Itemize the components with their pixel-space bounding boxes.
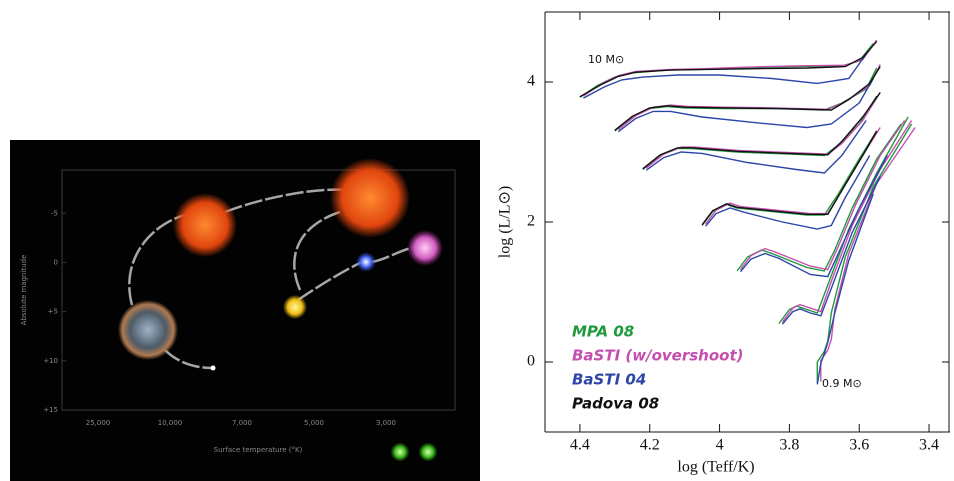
y-tick-label: 2 [527, 213, 535, 230]
track-line [643, 93, 880, 169]
red-giant [173, 193, 237, 257]
x-tick-label: 3.8 [779, 437, 799, 454]
y-tick-label: +5 [48, 308, 58, 316]
legend-label: MPA 08 [572, 323, 634, 341]
x-tick-label: 10,000 [158, 419, 183, 427]
y-tick-label: +15 [43, 406, 58, 414]
legend-label: Padova 08 [572, 395, 659, 413]
annotation: 0.9 M⊙ [822, 377, 862, 390]
y-tick-label: +10 [43, 357, 58, 365]
y-tick-label: 0 [54, 258, 58, 266]
x-axis-label: Surface temperature (°K) [214, 446, 303, 454]
x-tick-label: 3,000 [376, 419, 396, 427]
icon [391, 443, 409, 461]
x-tick-label: 4 [716, 437, 724, 454]
y-tick-label: -5 [51, 209, 58, 217]
x-tick-label: 4.4 [570, 437, 590, 454]
x-tick-label: 3.4 [919, 437, 939, 454]
track-line [779, 117, 908, 324]
track-line [618, 65, 880, 130]
y-tick-label: 0 [527, 353, 535, 370]
x-axis-label: log (Teff/K) [677, 459, 754, 476]
hr-illustration: Absolute magnitude Surface temperature (… [10, 140, 480, 481]
legend-label: BaSTI (w/overshoot) [572, 347, 743, 365]
annotation: 10 M⊙ [588, 53, 624, 66]
track-line [580, 44, 873, 98]
nebula [407, 230, 443, 266]
x-tick-label: 4.2 [640, 437, 660, 454]
red-supergiant [330, 158, 410, 238]
panel-background [10, 140, 480, 481]
track-line [817, 124, 911, 383]
legend-label: BaSTI 04 [572, 371, 646, 389]
x-tick-label: 5,000 [304, 419, 324, 427]
figure: Absolute magnitude Surface temperature (… [0, 0, 954, 481]
y-tick-label: 4 [527, 73, 535, 90]
track-line [583, 54, 866, 98]
track-line [646, 93, 880, 169]
track-line [741, 121, 905, 270]
track-line [646, 121, 866, 174]
x-tick-label: 3.6 [849, 437, 869, 454]
track-line [580, 41, 877, 96]
track-line [706, 156, 870, 230]
x-tick-label: 25,000 [86, 419, 111, 427]
track-chart: log (L/L⊙) log (Teff/K) MPA 08 BaSTI (w/o… [497, 12, 950, 476]
yellow-star [283, 295, 307, 319]
white-dwarf [211, 366, 216, 371]
blue-star [356, 252, 376, 272]
planetary-nebula [118, 300, 178, 360]
y-axis-label: log (L/L⊙) [497, 186, 514, 259]
x-tick-label: 7,000 [232, 419, 252, 427]
y-axis-label: Absolute magnitude [20, 255, 28, 326]
track-line [737, 124, 901, 271]
icon [419, 443, 437, 461]
track-line [583, 40, 876, 96]
page: Absolute magnitude Surface temperature (… [0, 0, 954, 481]
